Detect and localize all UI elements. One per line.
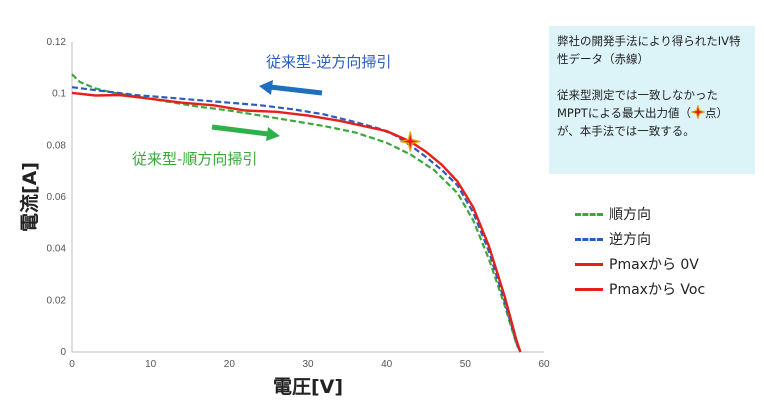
- legend-swatch-pmax-0v: [575, 262, 603, 266]
- legend-swatch-forward: [575, 212, 603, 216]
- info-box: 弊社の開発手法により得られたIV特性データ（赤線） 従来型測定では一致しなかった…: [549, 26, 755, 174]
- forward-sweep-arrow: [211, 124, 269, 137]
- series-line-pmax-voc: [409, 140, 522, 353]
- x-tick-label: 50: [460, 359, 472, 370]
- series-line-forward: [71, 73, 522, 353]
- sweep-arrows: [211, 80, 323, 141]
- series-line-pmax-0v: [71, 91, 411, 143]
- x-tick-label: 0: [69, 359, 75, 370]
- legend-label-forward: 順方向: [609, 207, 651, 223]
- y-axis-title: 電流[A]: [18, 162, 41, 232]
- legend-swatch-pmax-voc: [575, 287, 603, 291]
- info-paragraph-2: 従来型測定では一致しなかったMPPTによる最大出力値（ 点）が、本手法では一致する…: [557, 86, 747, 140]
- y-tick-label: 0.1: [52, 89, 66, 100]
- x-tick-label: 10: [145, 359, 157, 370]
- series-lines: [71, 73, 522, 353]
- x-tick-label: 40: [381, 359, 393, 370]
- y-tick-labels: 0 0.02 0.04 0.06 0.08 0.1 0.12: [47, 37, 67, 358]
- legend: 順方向 逆方向 Pmaxから 0V Pmaxから Voc: [575, 202, 705, 302]
- legend-item-pmax-0v: Pmaxから 0V: [575, 252, 705, 276]
- reverse-sweep-arrow: [269, 84, 323, 96]
- y-tick-label: 0: [60, 347, 66, 358]
- forward-sweep-label: 従来型-順方向掃引: [132, 150, 257, 168]
- x-tick-label: 60: [538, 359, 550, 370]
- info-paragraph-1: 弊社の開発手法により得られたIV特性データ（赤線）: [557, 34, 741, 66]
- legend-item-pmax-voc: Pmaxから Voc: [575, 277, 705, 301]
- y-tick-label: 0.06: [47, 192, 67, 203]
- legend-label-pmax-0v: Pmaxから 0V: [609, 257, 699, 273]
- reverse-sweep-label: 従来型-逆方向掃引: [266, 53, 391, 71]
- series-line-reverse: [71, 86, 522, 353]
- legend-item-forward: 順方向: [575, 202, 705, 226]
- legend-swatch-reverse: [575, 237, 603, 241]
- reverse-sweep-arrow-head: [259, 80, 273, 95]
- y-tick-label: 0.04: [47, 244, 67, 255]
- y-tick-label: 0.12: [47, 37, 67, 48]
- legend-label-pmax-voc: Pmaxから Voc: [609, 282, 706, 298]
- legend-label-reverse: 逆方向: [609, 232, 651, 248]
- y-tick-label: 0.02: [47, 295, 67, 306]
- pmax-star: [400, 131, 421, 152]
- info-paragraph-2-part2: 点）が、本手法では一致する。: [557, 106, 728, 138]
- x-tick-labels: 0 10 20 30 40 50 60: [69, 359, 550, 370]
- chart-axes: [71, 42, 544, 353]
- legend-item-reverse: 逆方向: [575, 227, 705, 251]
- x-tick-label: 20: [224, 359, 236, 370]
- forward-sweep-arrow-head: [266, 127, 280, 141]
- x-axis-title: 電圧[V]: [273, 376, 343, 398]
- info-paragraph-2-part1: 従来型測定では一致しなかったMPPTによる最大出力値（: [557, 88, 718, 120]
- y-tick-label: 0.08: [47, 140, 67, 151]
- pmax-star-marker: [400, 131, 421, 152]
- x-tick-label: 30: [302, 359, 314, 370]
- star-icon: [689, 103, 707, 121]
